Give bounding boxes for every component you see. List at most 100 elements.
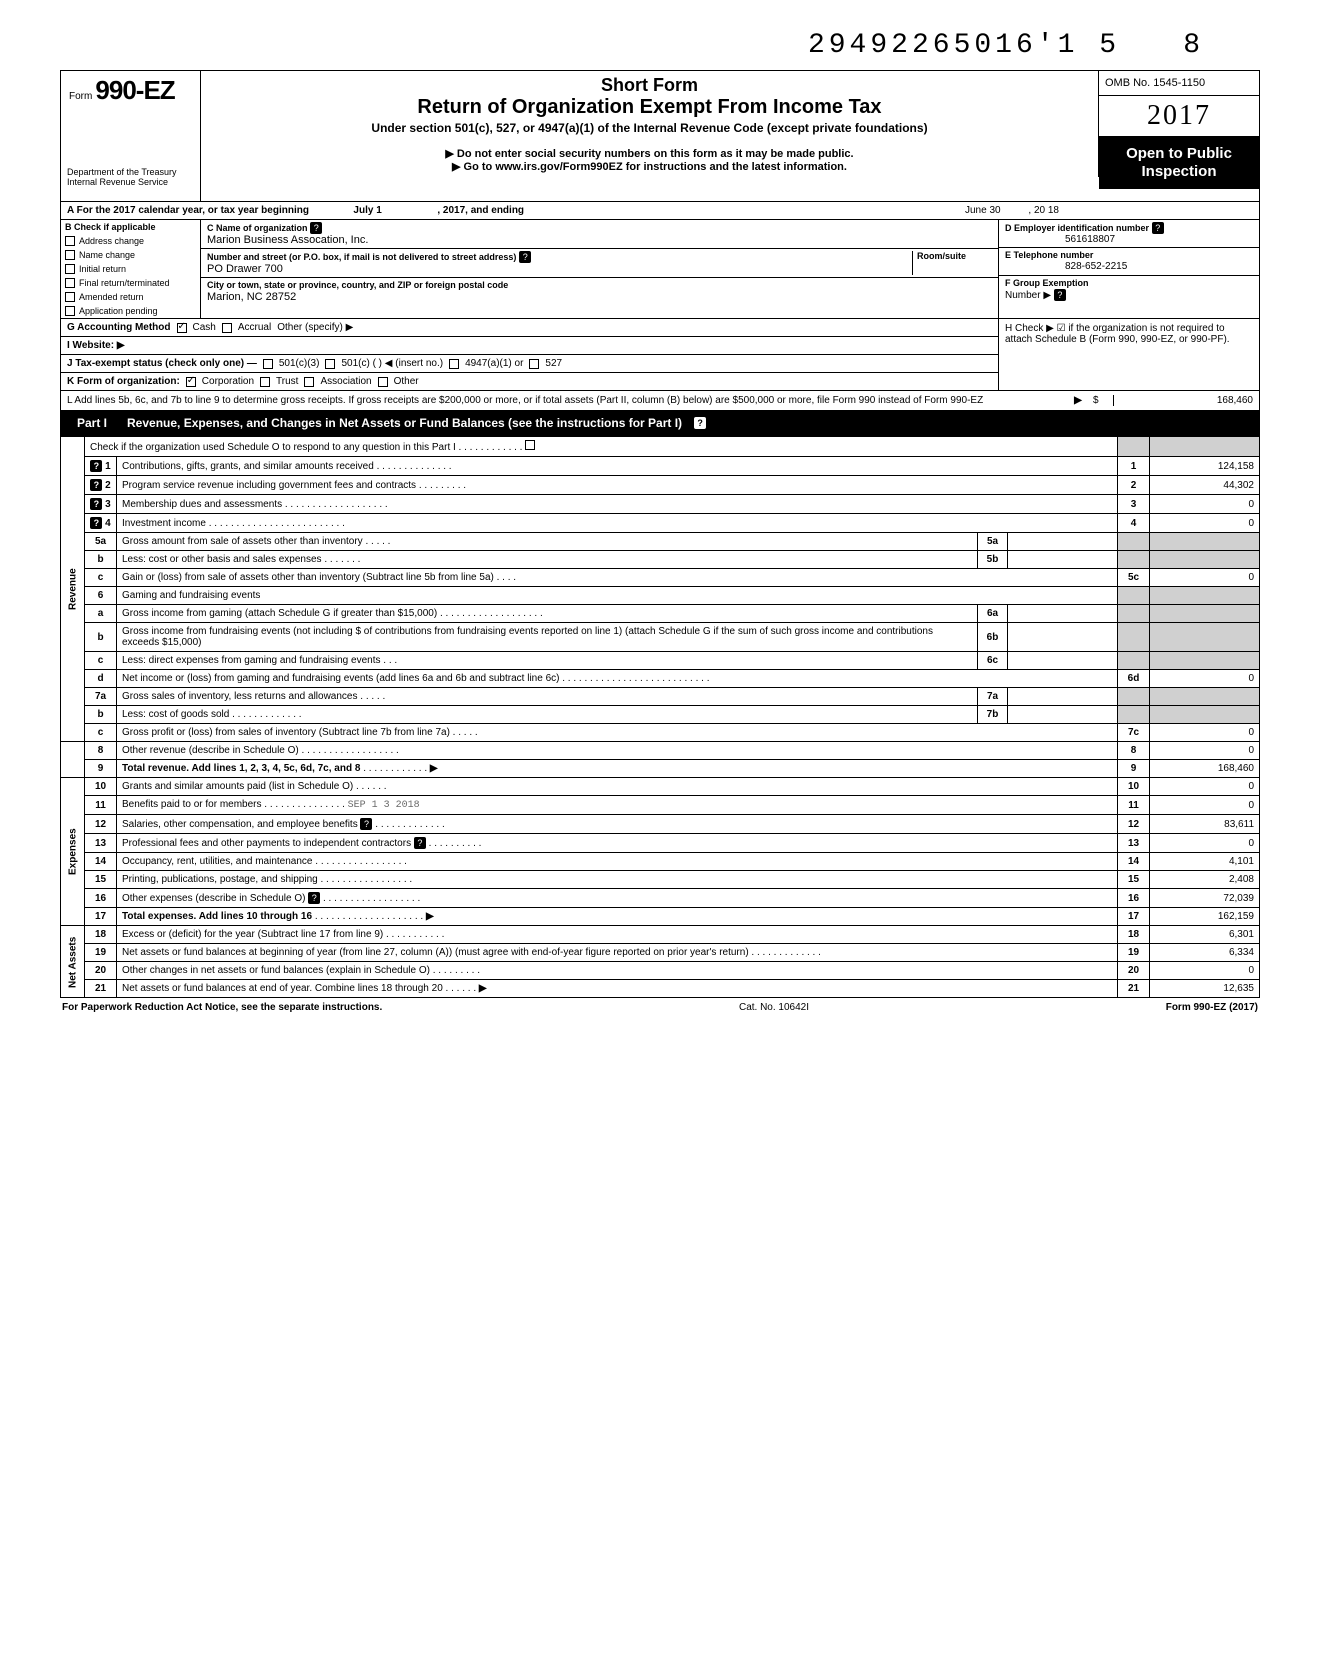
form-header: Form 990-EZ Department of the Treasury I… (60, 70, 1260, 202)
line-7b-num: b (85, 706, 117, 724)
line-5a-desc: Gross amount from sale of assets other t… (122, 536, 363, 547)
line-18-desc: Excess or (deficit) for the year (Subtra… (122, 929, 383, 940)
help-icon[interactable]: ? (1152, 222, 1164, 234)
line-6-num: 6 (85, 587, 117, 605)
room-label: Room/suite (917, 251, 966, 261)
stamp-eight: 8 (1183, 30, 1200, 61)
line-6c-num: c (85, 652, 117, 670)
help-icon[interactable]: ? (308, 892, 320, 904)
chk-schedule-o[interactable] (525, 440, 535, 450)
line-13-rnum: 13 (1118, 834, 1150, 853)
chk-application-pending[interactable] (65, 306, 75, 316)
form-label: Form (69, 91, 92, 102)
line-18-val: 6,301 (1150, 926, 1260, 944)
line-10-num: 10 (85, 778, 117, 796)
line-21-num: 21 (85, 980, 117, 998)
chk-name-change[interactable] (65, 250, 75, 260)
line-9-rnum: 9 (1118, 760, 1150, 778)
line-7b-mid: 7b (978, 706, 1008, 724)
lbl-corporation: Corporation (202, 376, 254, 387)
tax-year: 2017 (1099, 96, 1259, 137)
chk-association[interactable] (304, 377, 314, 387)
city-label: City or town, state or province, country… (207, 280, 508, 290)
group-exemption-number: Number ▶ (1005, 290, 1051, 301)
lbl-name-change: Name change (79, 250, 135, 260)
help-icon[interactable]: ? (414, 837, 426, 849)
help-icon[interactable]: ? (310, 222, 322, 234)
line-a-text: A For the 2017 calendar year, or tax yea… (67, 205, 309, 216)
line-l-amount: 168,460 (1113, 395, 1253, 406)
accounting-method-label: G Accounting Method (67, 322, 171, 333)
line-4-rnum: 4 (1118, 514, 1150, 533)
line-5c-desc: Gain or (loss) from sale of assets other… (122, 572, 494, 583)
website-ref: ▶ Go to www.irs.gov/Form990EZ for instru… (211, 160, 1088, 173)
lbl-other-org: Other (394, 376, 419, 387)
line-7a-num: 7a (85, 688, 117, 706)
main-title: Return of Organization Exempt From Incom… (211, 96, 1088, 119)
line-3-val: 0 (1150, 495, 1260, 514)
line-a-end2: , 20 18 (1028, 205, 1059, 216)
chk-501c3[interactable] (263, 359, 273, 369)
help-icon[interactable]: ? (360, 818, 372, 830)
line-7c-num: c (85, 724, 117, 742)
form-number: 990-EZ (95, 75, 174, 105)
line-12-num: 12 (85, 815, 117, 834)
chk-address-change[interactable] (65, 236, 75, 246)
line-21-val: 12,635 (1150, 980, 1260, 998)
line-8-rnum: 8 (1118, 742, 1150, 760)
footer-form-ref: Form 990-EZ (2017) (1166, 1002, 1258, 1013)
chk-501c[interactable] (325, 359, 335, 369)
help-icon[interactable]: ? (90, 460, 102, 472)
chk-527[interactable] (529, 359, 539, 369)
line-10-desc: Grants and similar amounts paid (list in… (122, 781, 353, 792)
chk-cash[interactable] (177, 323, 187, 333)
part-1-title: Revenue, Expenses, and Changes in Net As… (127, 416, 682, 430)
line-14-val: 4,101 (1150, 853, 1260, 871)
chk-other-org[interactable] (378, 377, 388, 387)
line-12-val: 83,611 (1150, 815, 1260, 834)
chk-4947[interactable] (449, 359, 459, 369)
help-icon[interactable]: ? (90, 517, 102, 529)
lbl-final-return: Final return/terminated (79, 278, 170, 288)
line-6a-num: a (85, 605, 117, 623)
line-11-val: 0 (1150, 796, 1260, 815)
help-icon[interactable]: ? (519, 251, 531, 263)
phone-label: E Telephone number (1005, 250, 1093, 260)
line-4-num: 4 (105, 518, 111, 529)
chk-amended-return[interactable] (65, 292, 75, 302)
line-a-mid: , 2017, and ending (437, 205, 524, 216)
line-14-desc: Occupancy, rent, utilities, and maintena… (122, 856, 312, 867)
line-20-val: 0 (1150, 962, 1260, 980)
chk-accrual[interactable] (222, 323, 232, 333)
line-15-rnum: 15 (1118, 871, 1150, 889)
line-17-rnum: 17 (1118, 908, 1150, 926)
help-icon[interactable]: ? (90, 498, 102, 510)
line-21-desc: Net assets or fund balances at end of ye… (122, 983, 443, 994)
lbl-trust: Trust (276, 376, 298, 387)
line-a-begin: July 1 (353, 205, 381, 216)
section-h: H Check ▶ ☑ if the organization is not r… (999, 319, 1259, 390)
part-1-table: Revenue Check if the organization used S… (60, 436, 1260, 998)
lbl-amended-return: Amended return (79, 292, 144, 302)
line-5b-mid: 5b (978, 551, 1008, 569)
chk-corporation[interactable] (186, 377, 196, 387)
line-6b-mid: 6b (978, 623, 1008, 652)
line-16-val: 72,039 (1150, 889, 1260, 908)
line-7a-mid: 7a (978, 688, 1008, 706)
name-label: C Name of organization (207, 223, 308, 233)
chk-trust[interactable] (260, 377, 270, 387)
line-3-desc: Membership dues and assessments (122, 499, 282, 510)
help-icon[interactable]: ? (90, 479, 102, 491)
line-5c-val: 0 (1150, 569, 1260, 587)
lbl-501c: 501(c) ( ) ◀ (insert no.) (341, 358, 443, 369)
chk-final-return[interactable] (65, 278, 75, 288)
line-7c-val: 0 (1150, 724, 1260, 742)
chk-initial-return[interactable] (65, 264, 75, 274)
line-15-desc: Printing, publications, postage, and shi… (122, 874, 318, 885)
line-10-rnum: 10 (1118, 778, 1150, 796)
help-icon[interactable]: ? (694, 417, 706, 429)
line-11-rnum: 11 (1118, 796, 1150, 815)
help-icon[interactable]: ? (1054, 289, 1066, 301)
line-7c-rnum: 7c (1118, 724, 1150, 742)
line-6a-desc: Gross income from gaming (attach Schedul… (122, 608, 437, 619)
